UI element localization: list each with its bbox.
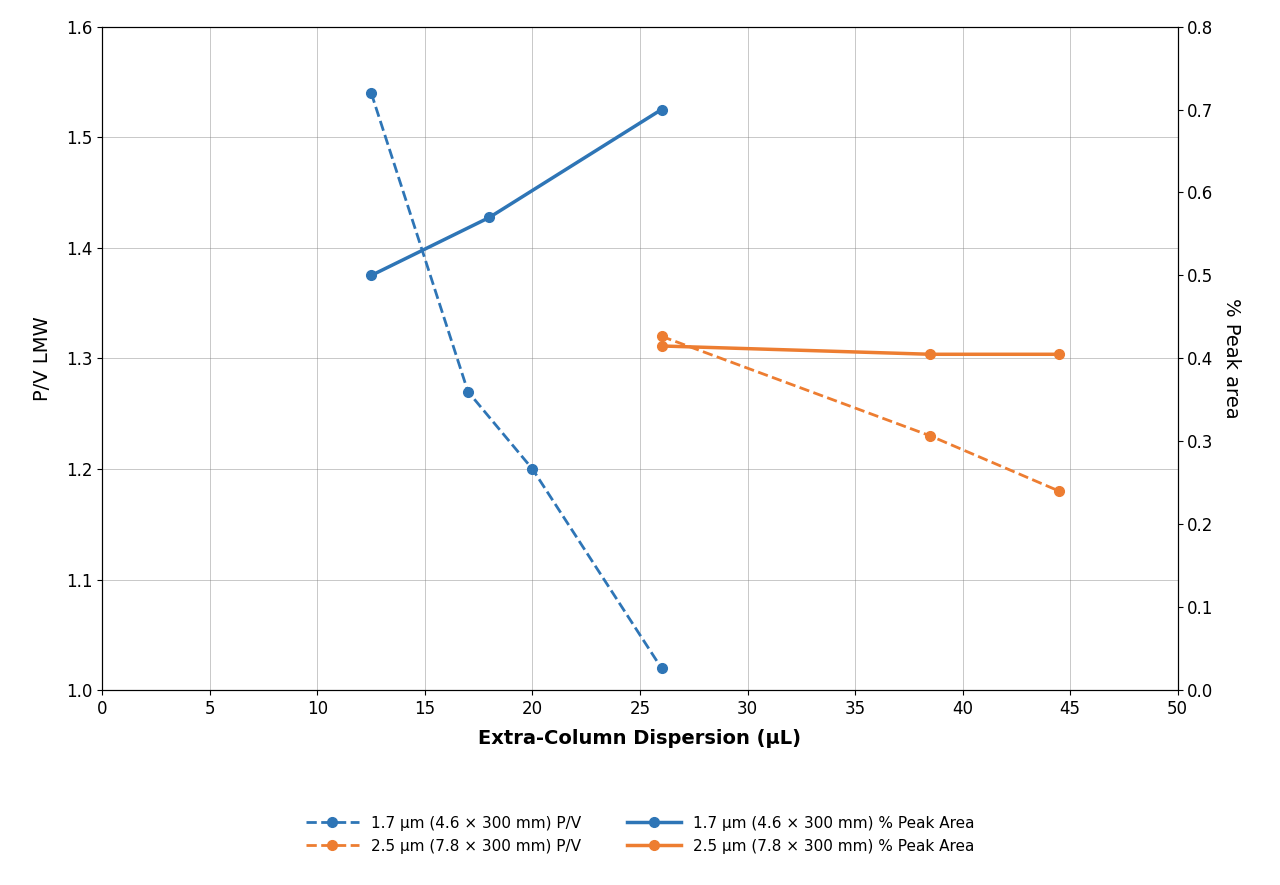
2.5 μm (7.8 × 300 mm) % Peak Area xyxy=(1052,349,1068,359)
1.7 μm (4.6 × 300 mm) % Peak Area xyxy=(654,104,669,115)
Line: 1.7 μm (4.6 × 300 mm) % Peak Area: 1.7 μm (4.6 × 300 mm) % Peak Area xyxy=(366,104,667,281)
2.5 μm (7.8 × 300 mm) P/V xyxy=(654,331,669,342)
2.5 μm (7.8 × 300 mm) P/V xyxy=(1052,486,1068,496)
1.7 μm (4.6 × 300 mm) P/V xyxy=(364,88,379,98)
1.7 μm (4.6 × 300 mm) % Peak Area xyxy=(481,212,497,223)
Y-axis label: P/V LMW: P/V LMW xyxy=(33,316,52,401)
Line: 2.5 μm (7.8 × 300 mm) P/V: 2.5 μm (7.8 × 300 mm) P/V xyxy=(657,332,1064,496)
X-axis label: Extra-Column Dispersion (μL): Extra-Column Dispersion (μL) xyxy=(479,729,801,748)
1.7 μm (4.6 × 300 mm) % Peak Area xyxy=(364,270,379,281)
Legend: 1.7 μm (4.6 × 300 mm) P/V, 2.5 μm (7.8 × 300 mm) P/V, 1.7 μm (4.6 × 300 mm) % Pe: 1.7 μm (4.6 × 300 mm) P/V, 2.5 μm (7.8 ×… xyxy=(300,810,980,859)
Line: 1.7 μm (4.6 × 300 mm) P/V: 1.7 μm (4.6 × 300 mm) P/V xyxy=(366,88,667,673)
Line: 2.5 μm (7.8 × 300 mm) % Peak Area: 2.5 μm (7.8 × 300 mm) % Peak Area xyxy=(657,341,1064,359)
2.5 μm (7.8 × 300 mm) % Peak Area xyxy=(654,341,669,351)
1.7 μm (4.6 × 300 mm) P/V xyxy=(461,386,476,396)
2.5 μm (7.8 × 300 mm) % Peak Area xyxy=(923,349,938,359)
2.5 μm (7.8 × 300 mm) P/V xyxy=(923,430,938,441)
1.7 μm (4.6 × 300 mm) P/V xyxy=(654,663,669,673)
1.7 μm (4.6 × 300 mm) P/V xyxy=(525,464,540,474)
Y-axis label: % Peak area: % Peak area xyxy=(1222,298,1242,419)
